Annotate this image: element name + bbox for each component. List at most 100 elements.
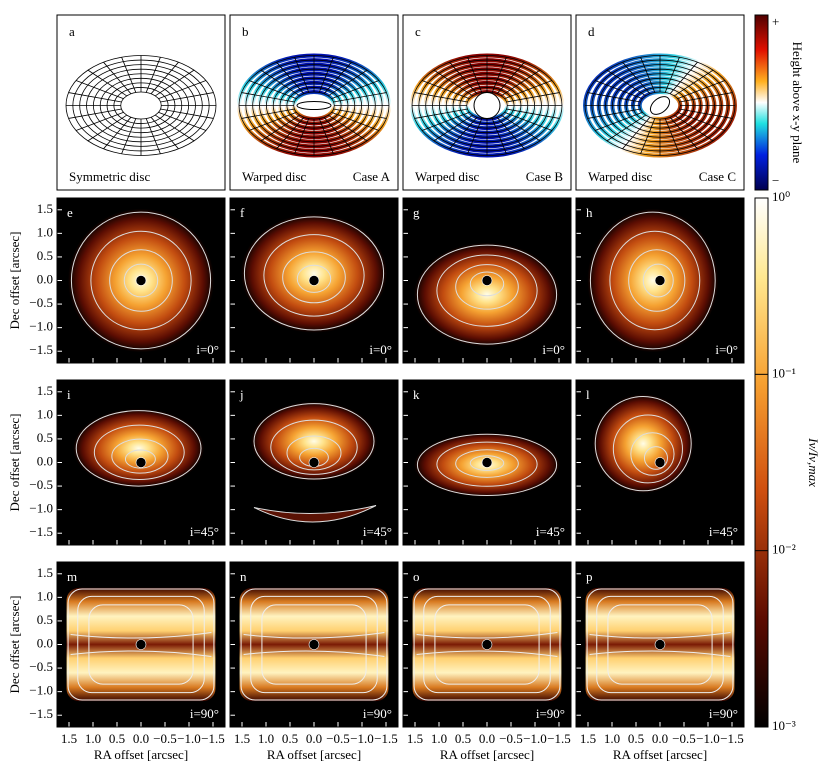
y-tick-label: 1.0	[37, 588, 53, 603]
panel-frame	[575, 561, 745, 728]
disc-hole	[473, 92, 501, 119]
panel-frame	[229, 197, 399, 364]
colorbar-tick-label: 10⁻³	[772, 718, 796, 733]
star	[481, 275, 493, 286]
colorbar-tick-label: 10⁻¹	[772, 365, 796, 380]
panel-frame	[56, 561, 226, 728]
disc-spoke	[606, 114, 647, 142]
y-tick-label: −1.5	[29, 706, 53, 721]
y-tick-label: 1.0	[37, 406, 53, 421]
x-tick-label: 0.0	[652, 731, 668, 746]
panel-case: Case C	[699, 169, 736, 184]
disc-spoke	[276, 61, 305, 95]
disc-spoke	[154, 69, 195, 97]
disc-spoke	[318, 118, 334, 154]
contour	[609, 230, 701, 331]
image-panel	[57, 198, 225, 363]
inclination-label: i=0°	[369, 342, 392, 357]
disc-spoke	[664, 118, 680, 154]
panel-letter: m	[67, 569, 77, 584]
y-tick-label: 1.0	[37, 224, 53, 239]
panel-label: Symmetric disc	[69, 169, 150, 184]
contour	[436, 254, 538, 327]
contour	[434, 604, 540, 685]
x-axis-label: RA offset [arcsec]	[440, 747, 534, 762]
y-tick-label: 0.5	[37, 612, 53, 627]
star	[481, 639, 493, 650]
contour	[250, 595, 378, 694]
contour	[70, 632, 212, 657]
disc-hole	[649, 96, 671, 115]
image-panel	[403, 198, 571, 363]
disc-spoke	[496, 61, 525, 95]
disc-spoke	[587, 108, 641, 119]
y-tick-label: −1.5	[29, 524, 53, 539]
inclination-label: i=90°	[709, 706, 738, 721]
panel-frame	[402, 379, 572, 546]
contour	[416, 632, 558, 657]
contour	[455, 264, 519, 310]
disc-spoke	[414, 92, 468, 103]
disc-spoke	[75, 80, 124, 100]
contour	[70, 211, 212, 350]
image-panel	[576, 198, 744, 363]
disc-spoke	[160, 108, 214, 119]
panel-letter: e	[67, 205, 73, 220]
disc-spoke	[103, 116, 132, 150]
y-tick-label: 0.5	[37, 430, 53, 445]
colorbar-label: Iν/Iν,max	[806, 437, 821, 487]
disc-spoke	[333, 92, 387, 103]
inclination-label: i=0°	[715, 342, 738, 357]
contour	[88, 604, 194, 685]
image-panel	[403, 562, 571, 727]
colorbar-tick-label: 10⁻²	[772, 542, 796, 557]
disc-spoke	[506, 108, 560, 119]
x-tick-label: −0.5	[672, 731, 696, 746]
y-tick-label: 0.5	[37, 248, 53, 263]
disc-spoke	[75, 111, 124, 131]
disc-spoke	[331, 80, 380, 100]
star	[654, 639, 666, 650]
x-tick-label: −0.5	[153, 731, 177, 746]
contour	[607, 604, 713, 685]
disc-spoke	[154, 114, 195, 142]
disc-spoke	[68, 92, 122, 103]
y-tick-label: −0.5	[29, 477, 53, 492]
x-axis-label: RA offset [arcsec]	[613, 747, 707, 762]
disc-spoke	[87, 114, 128, 142]
disc-spoke	[248, 111, 297, 131]
y-tick-label: 1.5	[37, 565, 53, 580]
contour	[270, 419, 358, 475]
disc-spoke	[331, 111, 380, 131]
disc-spoke	[669, 61, 698, 95]
inclination-label: i=90°	[190, 706, 219, 721]
emission	[73, 408, 205, 488]
disc-panel: c Warped disc Case B	[402, 14, 572, 191]
disc-spoke	[294, 57, 310, 93]
panel-letter: h	[586, 205, 593, 220]
disc-spoke	[467, 118, 483, 154]
disc-spoke	[327, 69, 368, 97]
disc-spoke	[673, 69, 714, 97]
panel-case: Case B	[526, 169, 564, 184]
disc-spoke	[260, 114, 301, 142]
disc-spoke	[433, 69, 474, 97]
x-tick-label: 1.5	[580, 731, 596, 746]
y-tick-label: −1.0	[29, 683, 53, 698]
star	[654, 275, 666, 286]
contour	[413, 588, 561, 701]
disc-spoke	[664, 57, 680, 93]
panel-letter: f	[240, 205, 245, 220]
panel-letter: d	[588, 24, 595, 39]
disc-spoke	[677, 111, 726, 131]
contour	[240, 588, 388, 701]
disc-spoke	[327, 114, 368, 142]
contour	[455, 449, 519, 478]
disc-spoke	[87, 69, 128, 97]
emission	[251, 401, 377, 481]
panel-letter: a	[69, 24, 75, 39]
emission	[240, 214, 388, 333]
y-tick-label: 0.0	[37, 635, 53, 650]
x-tick-label: 1.5	[407, 731, 423, 746]
